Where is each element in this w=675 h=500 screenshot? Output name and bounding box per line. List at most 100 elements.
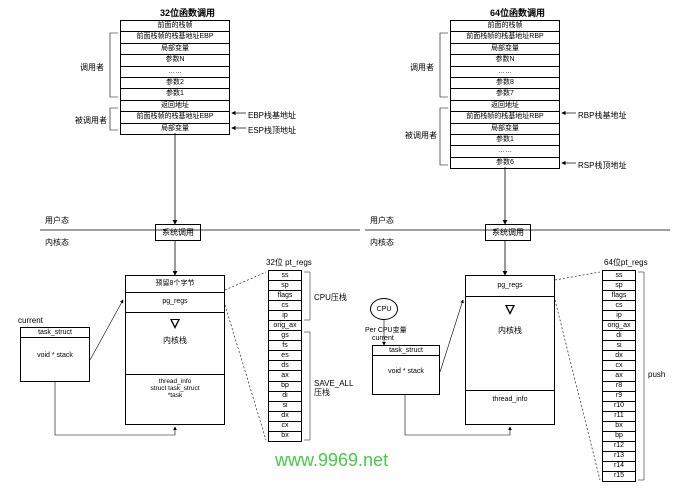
ebp-label: EBP栈基地址	[248, 110, 296, 121]
reg: si	[269, 402, 301, 412]
reg: cs	[269, 301, 301, 311]
reg: r14	[603, 462, 635, 472]
push-right: push	[648, 370, 665, 379]
pg-regs: pg_regs	[126, 293, 224, 312]
reg: gs	[269, 331, 301, 341]
kernelstack-label-r: 内核栈	[466, 325, 554, 336]
reg: r10	[603, 402, 635, 412]
reg: r11	[603, 412, 635, 422]
reg: ds	[269, 361, 301, 371]
task-struct-left: task_struct void * stack	[20, 327, 90, 382]
reg: r9	[603, 392, 635, 402]
cell: 参数1	[121, 89, 229, 100]
reg: ss	[603, 271, 635, 281]
pg-regs-r: pg_regs	[466, 276, 554, 297]
reserve: 预留8个字节	[126, 276, 224, 293]
reg: r15	[603, 472, 635, 481]
cell: 参数8	[451, 78, 559, 89]
cpu-push: CPU压栈	[314, 292, 347, 303]
cell: 局部变量	[451, 124, 559, 135]
usermode-left: 用户态	[45, 215, 69, 226]
reg: orig_ax	[603, 321, 635, 331]
reg: bx	[269, 432, 301, 441]
syscall-right: 系统调用	[485, 224, 531, 241]
right-userstack: 前面的栈帧 前面栈帧的栈基地址RBP 局部变量 参数N …… 参数8 参数7 返…	[450, 20, 560, 169]
reg: di	[269, 392, 301, 402]
usermode-right: 用户态	[370, 215, 394, 226]
cpu-circle: CPU	[370, 298, 398, 320]
cell: 返回地址	[121, 101, 229, 112]
task-struct-label: task_struct	[21, 328, 89, 338]
cell: 局部变量	[121, 44, 229, 55]
thread-info: thread_info struct task_struct *task	[126, 374, 224, 402]
title-32: 32位函数调用	[160, 6, 215, 19]
reg: si	[603, 341, 635, 351]
reg: ss	[269, 271, 301, 281]
down-arrow-icon	[170, 319, 180, 329]
void-stack: void * stack	[21, 352, 89, 359]
left-userstack: 前面的栈帧 前面栈帧的栈基地址EBP 局部变量 参数N …… 参数2 参数1 返…	[120, 20, 230, 135]
left-kernelstack: 预留8个字节 pg_regs 内核栈 thread_info struct ta…	[125, 275, 225, 425]
cell: 返回地址	[451, 101, 559, 112]
cell: 前面栈帧的栈基地址RBP	[451, 32, 559, 43]
reg: sp	[269, 281, 301, 291]
reg: r8	[603, 382, 635, 392]
cell: 前面的栈帧	[451, 21, 559, 32]
rbp-label: RBP栈基地址	[578, 110, 626, 121]
reg: ip	[603, 311, 635, 321]
cell: 前面栈帧的栈基地址RBP	[451, 112, 559, 123]
caller-label-r: 调用者	[410, 62, 434, 73]
rsp-label: RSP栈顶地址	[578, 160, 626, 171]
reg: dx	[269, 412, 301, 422]
reg: sp	[603, 281, 635, 291]
current-right: current	[372, 335, 394, 342]
reg: ax	[269, 371, 301, 381]
callee-label: 被调用者	[75, 115, 107, 126]
kernelstack-label: 内核栈	[126, 335, 224, 346]
pt-regs-title-left: 32位 pt_regs	[266, 257, 312, 268]
reg: r13	[603, 452, 635, 462]
reg: bp	[269, 382, 301, 392]
void-stack-r: void * stack	[373, 368, 439, 375]
reg: orig_ax	[269, 321, 301, 331]
esp-label: ESP栈顶地址	[248, 125, 296, 136]
cell: 局部变量	[451, 44, 559, 55]
reg: bp	[603, 432, 635, 442]
cell: 前面栈帧的栈基地址EBP	[121, 32, 229, 43]
reg: flags	[269, 291, 301, 301]
pt-regs-title-right: 64位pt_regs	[604, 257, 648, 268]
cell: 参数1	[451, 135, 559, 146]
caller-label: 调用者	[80, 62, 104, 73]
reg: ip	[269, 311, 301, 321]
cell: 参数2	[121, 78, 229, 89]
reg: r12	[603, 442, 635, 452]
connector-lines	[0, 0, 675, 500]
reg: cs	[603, 301, 635, 311]
reg: flags	[603, 291, 635, 301]
reg: es	[269, 351, 301, 361]
cell: ……	[451, 67, 559, 78]
reg: di	[603, 331, 635, 341]
syscall-left: 系统调用	[155, 224, 201, 241]
reg: bx	[603, 422, 635, 432]
reg: fs	[269, 341, 301, 351]
callee-label-r: 被调用者	[405, 130, 437, 141]
cell: 局部变量	[121, 124, 229, 134]
save-all: SAVE_ALL 压栈	[314, 380, 353, 398]
down-arrow-icon	[505, 305, 515, 315]
cell: 参数6	[451, 158, 559, 168]
task-struct-label-r: task_struct	[373, 346, 439, 356]
pt-regs-right: ss sp flags cs ip orig_ax di si dx cx ax…	[602, 270, 636, 482]
cell: 参数N	[451, 55, 559, 66]
reg: cx	[269, 422, 301, 432]
thread-info-r: thread_info	[466, 390, 554, 408]
current-left: current	[18, 316, 43, 325]
reg: dx	[603, 351, 635, 361]
watermark: www.9969.net	[275, 450, 388, 471]
pt-regs-left: ss sp flags cs ip orig_ax gs fs es ds ax…	[268, 270, 302, 442]
kernelmode-right: 内核态	[370, 237, 394, 248]
cell: ……	[121, 67, 229, 78]
kernelmode-left: 内核态	[45, 237, 69, 248]
percpu: Per CPU变量	[365, 325, 407, 335]
reg: cx	[603, 361, 635, 371]
